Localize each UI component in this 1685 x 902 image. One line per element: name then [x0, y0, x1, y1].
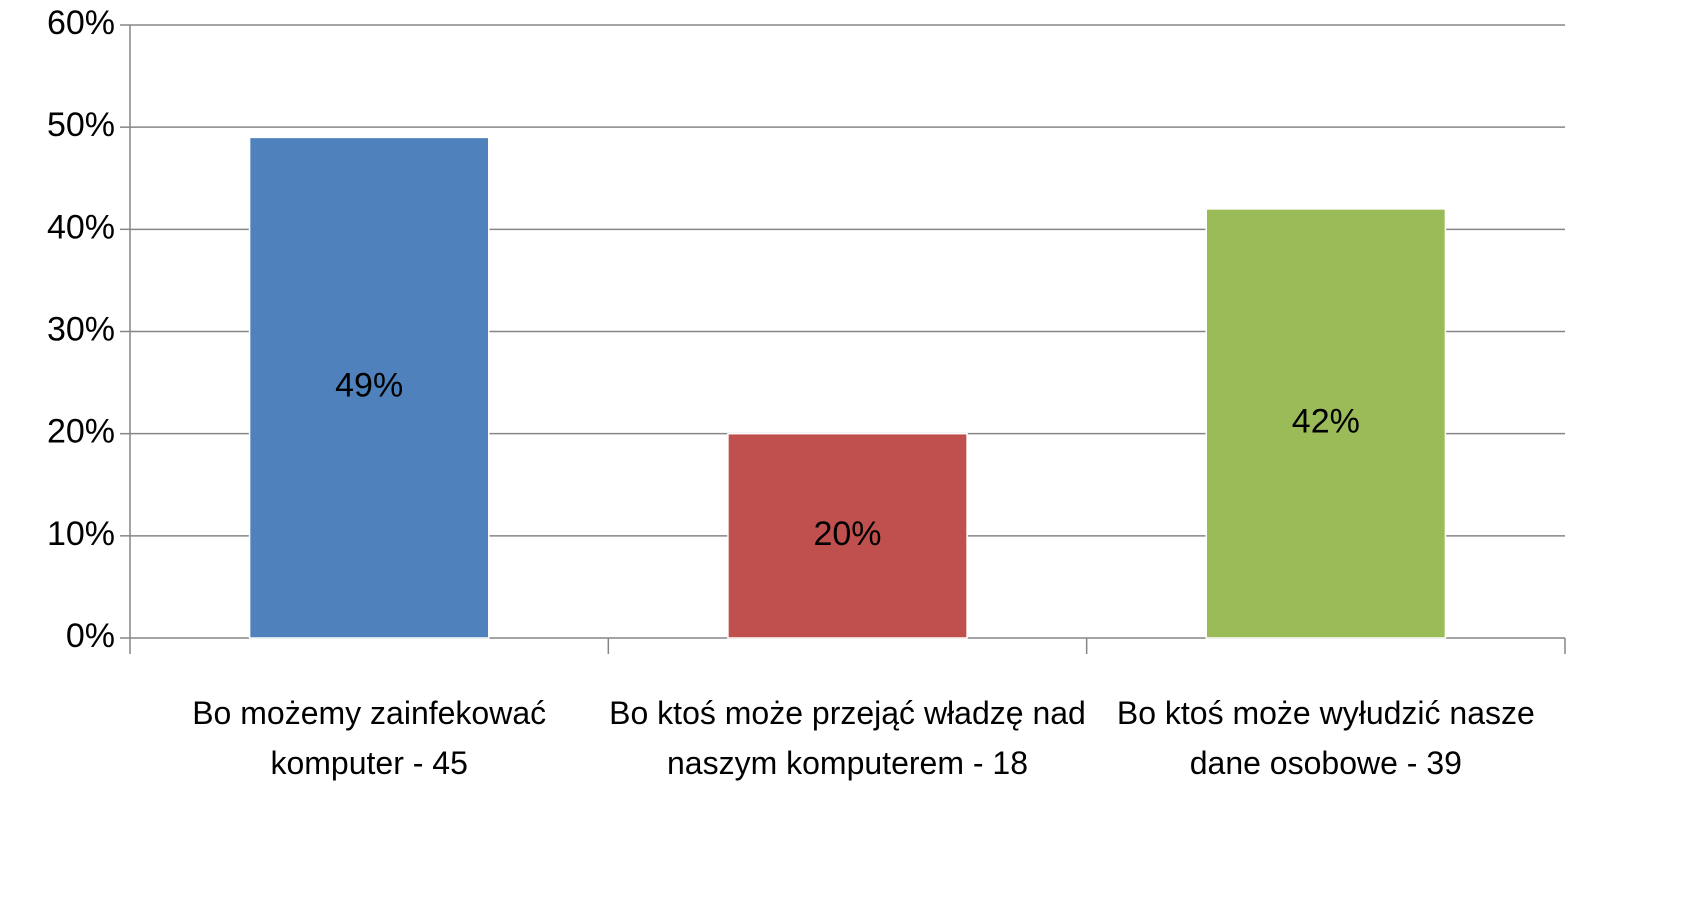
y-tick-label: 50% [47, 106, 115, 144]
data-label: 20% [813, 515, 881, 553]
y-tick-label: 10% [47, 515, 115, 553]
data-label: 49% [335, 367, 403, 405]
x-tick-label: Bo możemy zainfekować komputer - 45 [192, 695, 547, 781]
data-label: 42% [1292, 402, 1360, 440]
y-tick-label: 20% [47, 413, 115, 451]
bar [727, 432, 968, 639]
x-tick-label: Bo ktoś może przejąć władzę nad naszym k… [609, 695, 1086, 781]
bar [248, 136, 490, 639]
y-tick-label: 0% [66, 617, 115, 655]
bar [1205, 208, 1447, 639]
x-tick-label: Bo ktoś może wyłudzić nasze dane osobowe… [1116, 695, 1535, 781]
y-tick-label: 40% [47, 208, 115, 246]
y-tick-label: 30% [47, 310, 115, 348]
y-tick-label: 60% [47, 4, 115, 42]
